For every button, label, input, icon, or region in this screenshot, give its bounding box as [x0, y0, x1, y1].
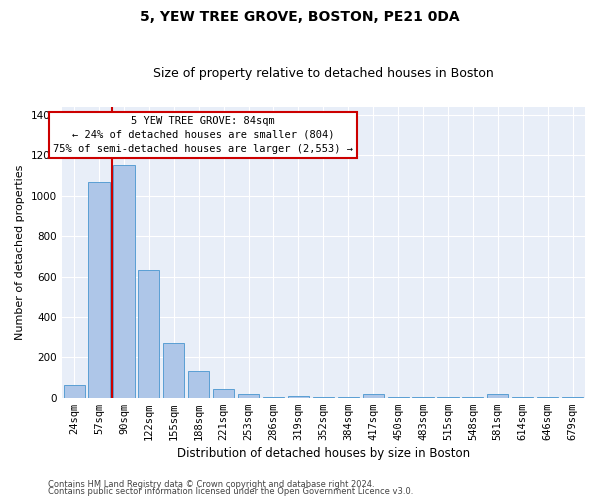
Bar: [188, 372, 209, 398]
Bar: [362, 394, 384, 398]
Bar: [88, 182, 110, 398]
Text: 5 YEW TREE GROVE: 84sqm
← 24% of detached houses are smaller (804)
75% of semi-d: 5 YEW TREE GROVE: 84sqm ← 24% of detache…: [53, 116, 353, 154]
Bar: [537, 396, 558, 398]
Bar: [64, 384, 85, 398]
Bar: [388, 396, 409, 398]
Bar: [338, 396, 359, 398]
Bar: [138, 270, 160, 398]
Bar: [163, 343, 184, 398]
Title: Size of property relative to detached houses in Boston: Size of property relative to detached ho…: [153, 66, 494, 80]
Bar: [462, 396, 484, 398]
Bar: [487, 394, 508, 398]
X-axis label: Distribution of detached houses by size in Boston: Distribution of detached houses by size …: [177, 447, 470, 460]
Bar: [113, 164, 134, 398]
Bar: [238, 394, 259, 398]
Bar: [263, 396, 284, 398]
Text: Contains HM Land Registry data © Crown copyright and database right 2024.: Contains HM Land Registry data © Crown c…: [48, 480, 374, 489]
Bar: [512, 396, 533, 398]
Bar: [412, 396, 434, 398]
Bar: [313, 396, 334, 398]
Y-axis label: Number of detached properties: Number of detached properties: [15, 164, 25, 340]
Bar: [288, 396, 309, 398]
Text: 5, YEW TREE GROVE, BOSTON, PE21 0DA: 5, YEW TREE GROVE, BOSTON, PE21 0DA: [140, 10, 460, 24]
Text: Contains public sector information licensed under the Open Government Licence v3: Contains public sector information licen…: [48, 488, 413, 496]
Bar: [213, 388, 234, 398]
Bar: [437, 396, 458, 398]
Bar: [562, 396, 583, 398]
